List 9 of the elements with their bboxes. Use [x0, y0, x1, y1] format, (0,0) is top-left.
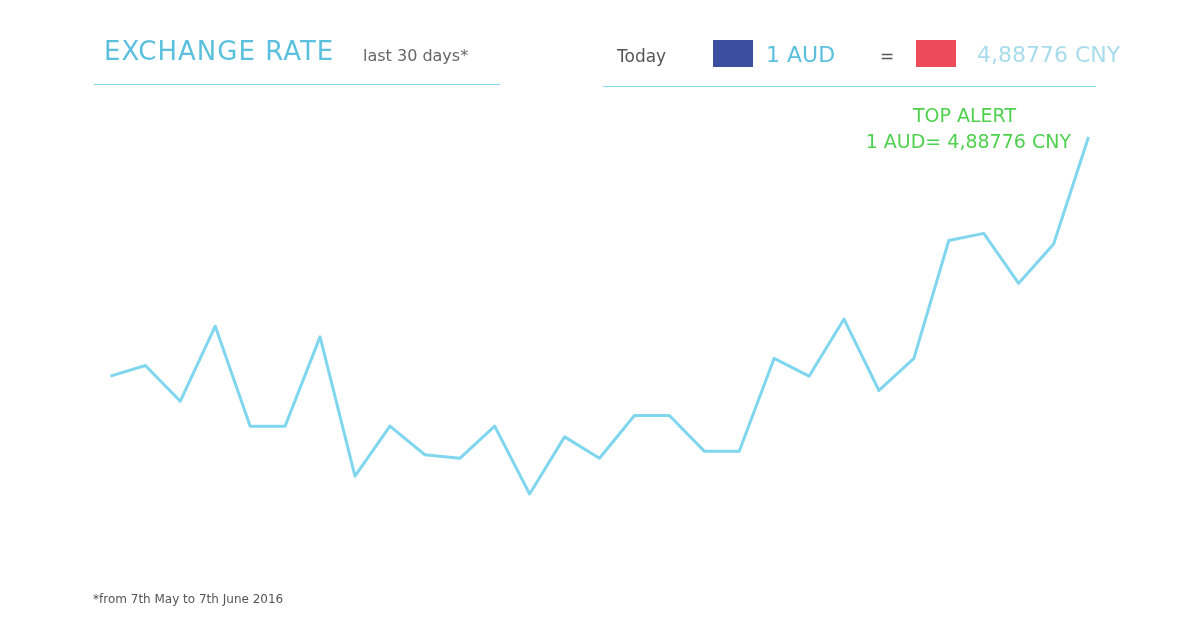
text: =: [880, 46, 895, 66]
chart-subtitle: last 30 days*: [363, 46, 469, 65]
text: 4,88776 CNY: [977, 42, 1121, 67]
annotation: 1 AUD= 4,88776 CNY: [865, 130, 1071, 152]
chart-title: EXCHANGE RATE: [104, 36, 335, 66]
text: TOP ALERT: [912, 104, 1016, 126]
text: *from 7th May to 7th June 2016: [93, 592, 284, 606]
text: Today: [617, 46, 667, 66]
text: 1 AUD: [766, 42, 836, 67]
